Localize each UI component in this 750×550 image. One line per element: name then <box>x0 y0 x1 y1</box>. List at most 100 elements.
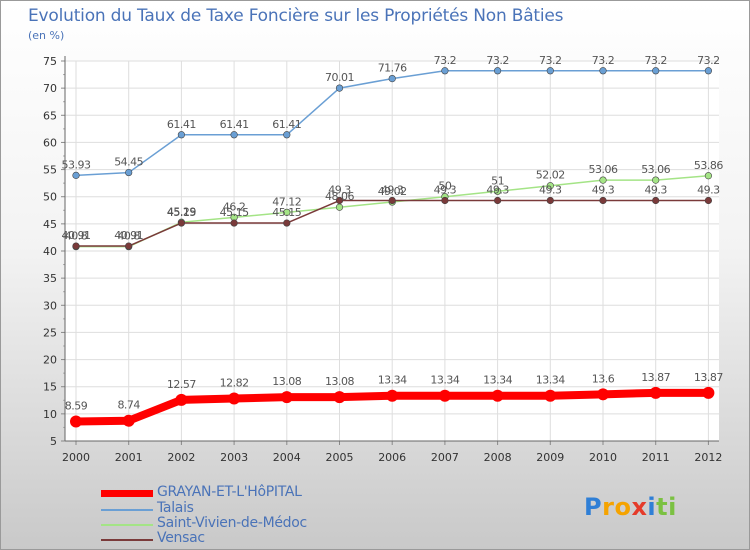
data-point-talais <box>441 67 449 75</box>
data-label-grayan: 13.6 <box>592 372 615 385</box>
data-point-saint-vivien <box>704 172 713 180</box>
x-tick-label: 2003 <box>220 451 248 464</box>
y-tick-label: 60 <box>43 136 57 149</box>
data-label-talais: 61.41 <box>220 118 249 131</box>
data-point-grayan <box>597 388 609 401</box>
data-point-vensac <box>599 196 607 205</box>
logo-letter: i <box>668 493 677 521</box>
legend-label-talais: Talais <box>157 500 194 516</box>
data-point-saint-vivien <box>599 176 607 184</box>
data-label-vensac: 49.3 <box>381 184 404 197</box>
data-point-vensac <box>441 196 449 205</box>
data-label-saint-vivien: 49.02 <box>378 185 407 198</box>
data-label-talais: 73.2 <box>486 54 509 67</box>
data-label-grayan: 8.59 <box>65 400 88 413</box>
legend-swatch-grayan <box>101 490 153 497</box>
data-point-vensac <box>283 219 291 227</box>
data-label-grayan: 13.87 <box>641 371 670 384</box>
data-point-talais <box>388 74 396 83</box>
data-label-vensac: 45.15 <box>220 206 249 219</box>
y-tick-label: 10 <box>43 408 57 421</box>
data-point-vensac <box>652 196 660 205</box>
data-point-grayan <box>228 392 241 405</box>
y-tick-label: 5 <box>50 435 57 448</box>
data-label-talais: 61.41 <box>272 118 301 131</box>
x-tick-label: 2009 <box>536 451 564 464</box>
data-label-grayan: 13.08 <box>325 375 354 388</box>
data-point-talais <box>652 67 660 75</box>
data-point-grayan <box>175 393 188 406</box>
y-tick-label: 45 <box>43 218 57 231</box>
data-label-talais: 53.93 <box>62 158 91 171</box>
data-point-grayan <box>649 386 662 399</box>
data-label-grayan: 13.34 <box>378 374 407 387</box>
data-label-grayan: 13.34 <box>430 374 459 387</box>
data-label-talais: 73.2 <box>434 54 457 67</box>
y-tick-label: 15 <box>43 381 57 394</box>
y-tick-label: 30 <box>43 299 57 312</box>
unit-label: (en %) <box>28 29 65 42</box>
logo-letter: P <box>584 493 603 521</box>
data-point-grayan <box>438 389 451 402</box>
data-label-vensac: 45.15 <box>167 206 196 219</box>
data-point-grayan <box>70 415 82 428</box>
data-label-saint-vivien: 48.06 <box>325 190 354 203</box>
data-point-talais <box>494 67 502 75</box>
data-point-talais <box>125 168 133 177</box>
x-tick-label: 2001 <box>115 451 143 464</box>
y-tick-label: 65 <box>43 109 57 122</box>
data-label-vensac: 45.15 <box>272 206 301 219</box>
data-label-talais: 71.76 <box>378 62 407 75</box>
x-tick-label: 2010 <box>589 451 617 464</box>
data-label-grayan: 12.82 <box>220 377 249 390</box>
data-label-grayan: 13.87 <box>694 371 723 384</box>
data-label-saint-vivien: 40.8 <box>65 230 88 243</box>
chart-title: Evolution du Taux de Taxe Foncière sur l… <box>28 6 564 26</box>
data-point-talais <box>283 131 291 139</box>
logo-letter: i <box>647 493 657 521</box>
data-point-grayan <box>491 389 504 402</box>
data-point-vensac <box>335 196 344 205</box>
data-point-saint-vivien <box>283 208 291 216</box>
data-point-vensac <box>546 196 554 205</box>
data-point-grayan <box>280 391 293 404</box>
data-label-talais: 73.2 <box>697 54 720 67</box>
logo-letter: x <box>631 493 648 521</box>
y-tick-label: 25 <box>43 326 57 339</box>
data-label-saint-vivien: 45.29 <box>167 205 196 218</box>
y-tick-label: 40 <box>43 245 57 258</box>
x-tick-label: 2008 <box>484 451 512 464</box>
proxiti-logo: Proxiti <box>584 493 677 521</box>
data-label-vensac: 49.3 <box>644 184 667 197</box>
x-tick-label: 2000 <box>62 451 90 464</box>
data-label-grayan: 8.74 <box>117 399 140 412</box>
data-label-grayan: 12.57 <box>167 378 196 391</box>
data-label-vensac: 49.3 <box>328 184 351 197</box>
legend-swatch-talais <box>101 509 153 511</box>
data-point-grayan <box>386 389 399 402</box>
data-label-saint-vivien: 46.2 <box>223 200 246 213</box>
y-tick-label: 70 <box>43 82 57 95</box>
data-label-vensac: 40.91 <box>62 229 91 242</box>
data-point-talais <box>546 67 554 75</box>
data-point-vensac <box>177 219 185 227</box>
data-label-vensac: 49.3 <box>697 184 720 197</box>
data-point-talais <box>599 67 607 75</box>
data-point-saint-vivien <box>546 182 554 190</box>
data-label-vensac: 49.3 <box>592 184 615 197</box>
legend-swatch-vensac <box>101 539 153 541</box>
data-label-talais: 70.01 <box>325 71 354 84</box>
data-point-talais <box>72 171 80 179</box>
legend-label-vensac: Vensac <box>157 530 205 546</box>
logo-letter: r <box>602 493 615 521</box>
data-point-talais <box>704 67 713 75</box>
x-tick-label: 2005 <box>326 451 354 464</box>
legend-label-saint-vivien: Saint-Vivien-de-Médoc <box>157 515 307 531</box>
data-point-vensac <box>494 196 502 205</box>
x-tick-label: 2007 <box>431 451 459 464</box>
y-tick-label: 20 <box>43 354 57 367</box>
data-label-talais: 73.2 <box>539 54 562 67</box>
data-label-saint-vivien: 51 <box>491 174 504 187</box>
y-tick-label: 75 <box>43 55 57 68</box>
